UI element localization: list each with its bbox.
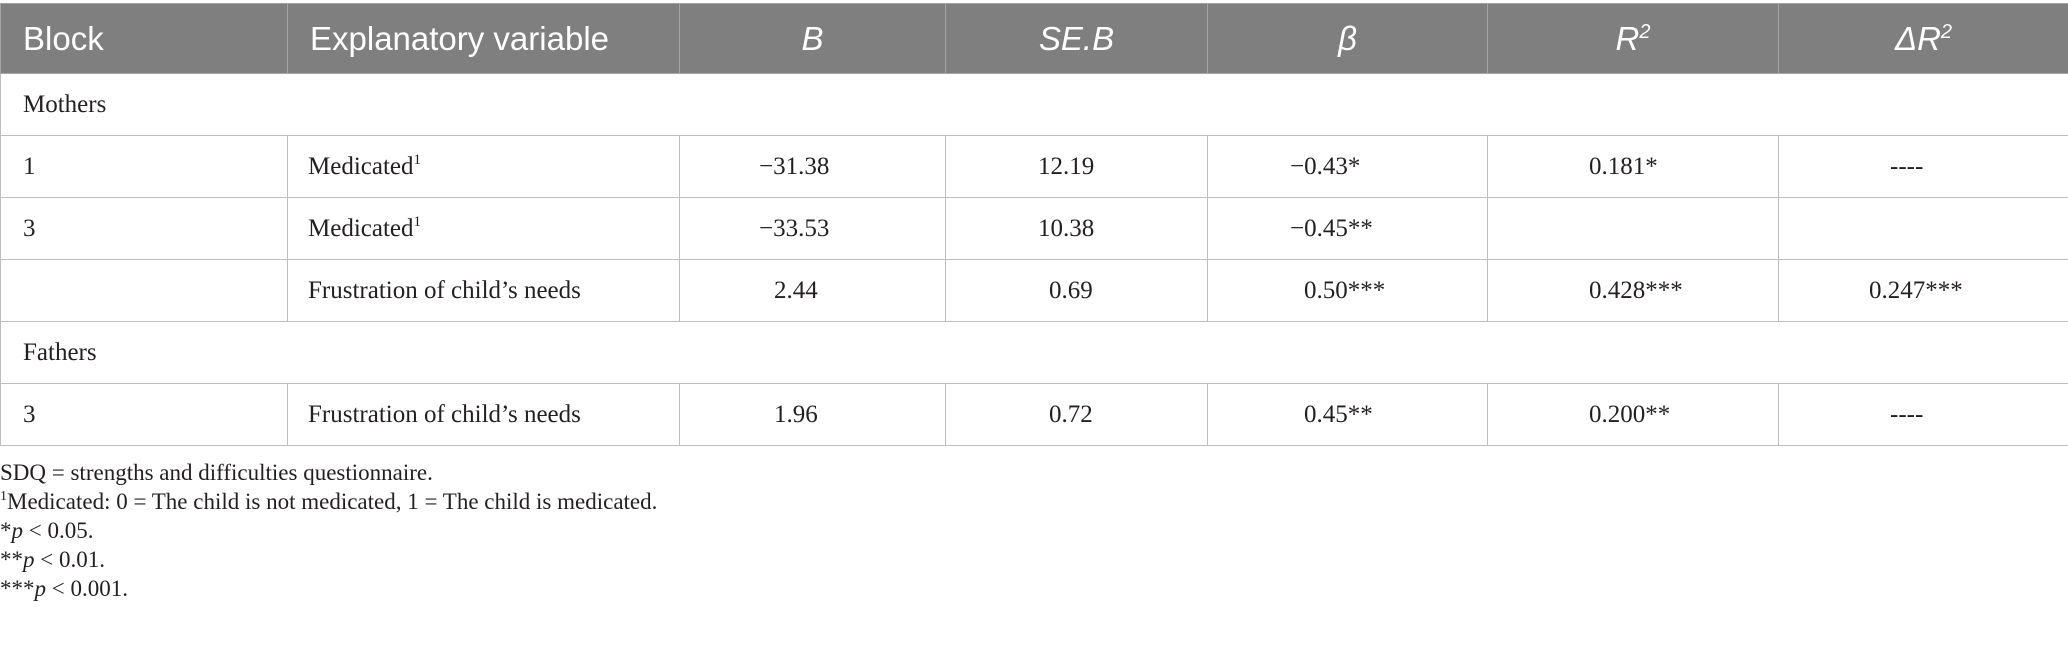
group-label: Fathers [0,321,2068,384]
variable-footnote-marker: 1 [413,151,422,168]
table-row: 3 Medicated1 −33.53 10.38 −0.45** [0,197,2068,260]
cell-se: 10.38 [945,197,1208,260]
cell-variable: Frustration of child’s needs [287,383,680,446]
cell-r-squared: 0.181* [1487,135,1779,198]
header-block: Block [0,3,288,74]
footnote-sdq: SDQ = strengths and difficulties questio… [0,460,433,485]
table-row: 3 Frustration of child’s needs 1.96 0.72… [0,383,2068,446]
header-r-squared: R2 [1487,3,1779,74]
cell-block: 3 [0,383,288,446]
variable-footnote-marker: 1 [413,213,422,230]
footnote-text: < 0.05. [23,518,94,543]
header-row: Block Explanatory variable B SE.B β R2 Δ… [0,3,2068,74]
cell-se: 12.19 [945,135,1208,198]
table-row: 1 Medicated1 −31.38 12.19 −0.43* 0.181* … [0,135,2068,198]
cell-block: 3 [0,197,288,260]
footnote-text: < 0.01. [34,547,105,572]
footnote-p-05: *p < 0.05. [0,516,2068,545]
footnote-p: p [11,518,24,543]
footnote-text: Medicated: 0 = The child is not medicate… [7,489,658,514]
footnote-medicated: 1Medicated: 0 = The child is not medicat… [0,487,2068,516]
cell-delta-r-squared: 0.247*** [1778,259,2068,322]
group-row-fathers: Fathers [0,321,2068,384]
header-explanatory-variable: Explanatory variable [287,3,680,74]
header-se-b: SE.B [945,3,1208,74]
variable-text: Medicated [308,152,414,180]
cell-b: 2.44 [679,259,946,322]
footnote-stars: *** [0,576,35,601]
cell-b: −33.53 [679,197,946,260]
cell-block: 1 [0,135,288,198]
table-row: Frustration of child’s needs 2.44 0.69 0… [0,259,2068,322]
footnote-stars: ** [0,547,23,572]
cell-variable: Frustration of child’s needs [287,259,680,322]
cell-se: 0.69 [945,259,1208,322]
cell-beta: −0.45** [1207,197,1488,260]
cell-block [0,259,288,322]
cell-b: 1.96 [679,383,946,446]
header-delta-r-squared-sup: 2 [1940,20,1953,43]
cell-beta: −0.43* [1207,135,1488,198]
cell-r-squared [1487,197,1779,260]
cell-beta: 0.50*** [1207,259,1488,322]
footnote-stars: * [0,518,12,543]
cell-beta: 0.45** [1207,383,1488,446]
table-footnotes: SDQ = strengths and difficulties questio… [0,458,2068,603]
cell-r-squared: 0.428*** [1487,259,1779,322]
group-label: Mothers [0,73,2068,136]
cell-variable: Medicated1 [287,135,680,198]
header-delta-r-squared: ΔR2 [1778,3,2068,74]
header-beta: β [1207,3,1488,74]
variable-text: Medicated [308,214,414,242]
footnote-text: < 0.001. [46,576,128,601]
cell-delta-r-squared [1778,197,2068,260]
footnote-p-01: **p < 0.01. [0,545,2068,574]
cell-delta-r-squared: ---- [1778,135,2068,198]
cell-delta-r-squared: ---- [1778,383,2068,446]
footnote-p: p [34,576,47,601]
footnote-marker: 1 [0,489,7,504]
footnote-p-001: ***p < 0.001. [0,574,2068,603]
header-b: B [679,3,946,74]
header-r-squared-sup: 2 [1639,20,1651,43]
cell-variable: Medicated1 [287,197,680,260]
footnote-p: p [23,547,35,572]
header-r-squared-base: R [1615,19,1640,57]
cell-se: 0.72 [945,383,1208,446]
regression-table: Block Explanatory variable B SE.B β R2 Δ… [0,3,2068,446]
cell-r-squared: 0.200** [1487,383,1779,446]
header-delta-r-squared-base: ΔR [1894,19,1941,57]
cell-b: −31.38 [679,135,946,198]
group-row-mothers: Mothers [0,73,2068,136]
